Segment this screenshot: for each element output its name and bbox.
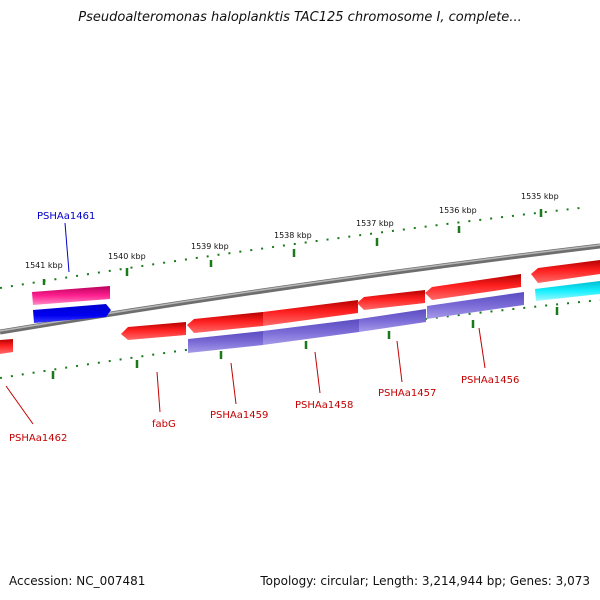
- gene-cyan-right[interactable]: [535, 281, 600, 301]
- gene-purple-1458[interactable]: [263, 319, 359, 345]
- gene-purple-1459[interactable]: [188, 331, 263, 353]
- tick-label-1536: 1536 kbp: [439, 206, 477, 215]
- inner-major-ticks: [51, 307, 559, 379]
- label-PSHAa1461[interactable]: PSHAa1461: [37, 211, 95, 222]
- map-title: Pseudoalteromonas haloplanktis TAC125 ch…: [78, 10, 522, 25]
- leader-PSHAa1461: [64, 222, 70, 273]
- tick-label-1538: 1538 kbp: [274, 231, 312, 240]
- tick-label-1535: 1535 kbp: [521, 192, 559, 201]
- gene-PSHAa1461-pink[interactable]: [32, 286, 110, 305]
- leader-PSHAa1457: [396, 340, 403, 383]
- leader-PSHAa1458: [314, 351, 321, 394]
- leader-fabG: [156, 371, 161, 413]
- tick-label-1540: 1540 kbp: [108, 252, 146, 261]
- tick-label-1541: 1541 kbp: [25, 261, 63, 270]
- leader-PSHAa1456: [478, 327, 486, 369]
- gene-red-top-right[interactable]: [531, 260, 600, 283]
- outer-major-ticks: [42, 209, 543, 285]
- label-PSHAa1462[interactable]: PSHAa1462: [9, 433, 67, 444]
- gene-purple-1456[interactable]: [427, 292, 524, 319]
- gene-PSHAa1462[interactable]: [0, 339, 13, 354]
- gene-PSHAa1457[interactable]: [357, 290, 425, 310]
- label-PSHAa1456[interactable]: PSHAa1456: [461, 375, 519, 386]
- tick-label-1539: 1539 kbp: [191, 242, 229, 251]
- gene-PSHAa1459b[interactable]: [263, 300, 358, 326]
- gene-PSHAa1459[interactable]: [187, 312, 263, 333]
- tick-label-1537: 1537 kbp: [356, 219, 394, 228]
- gene-purple-1457[interactable]: [359, 309, 426, 332]
- label-PSHAa1457[interactable]: PSHAa1457: [378, 388, 436, 399]
- accession-label: Accession: NC_007481: [9, 574, 146, 588]
- gene-fabG[interactable]: [121, 322, 186, 340]
- label-PSHAa1458[interactable]: PSHAa1458: [295, 400, 353, 411]
- leader-PSHAa1462: [5, 385, 34, 425]
- topology-label: Topology: circular; Length: 3,214,944 bp…: [260, 574, 590, 588]
- gene-PSHAa1461-blue[interactable]: [33, 304, 111, 323]
- leader-PSHAa1459: [230, 362, 237, 405]
- label-fabG[interactable]: fabG: [152, 419, 176, 430]
- gene-PSHAa1456[interactable]: [425, 274, 521, 300]
- label-PSHAa1459[interactable]: PSHAa1459: [210, 410, 268, 421]
- outer-scale-track: [0, 207, 581, 289]
